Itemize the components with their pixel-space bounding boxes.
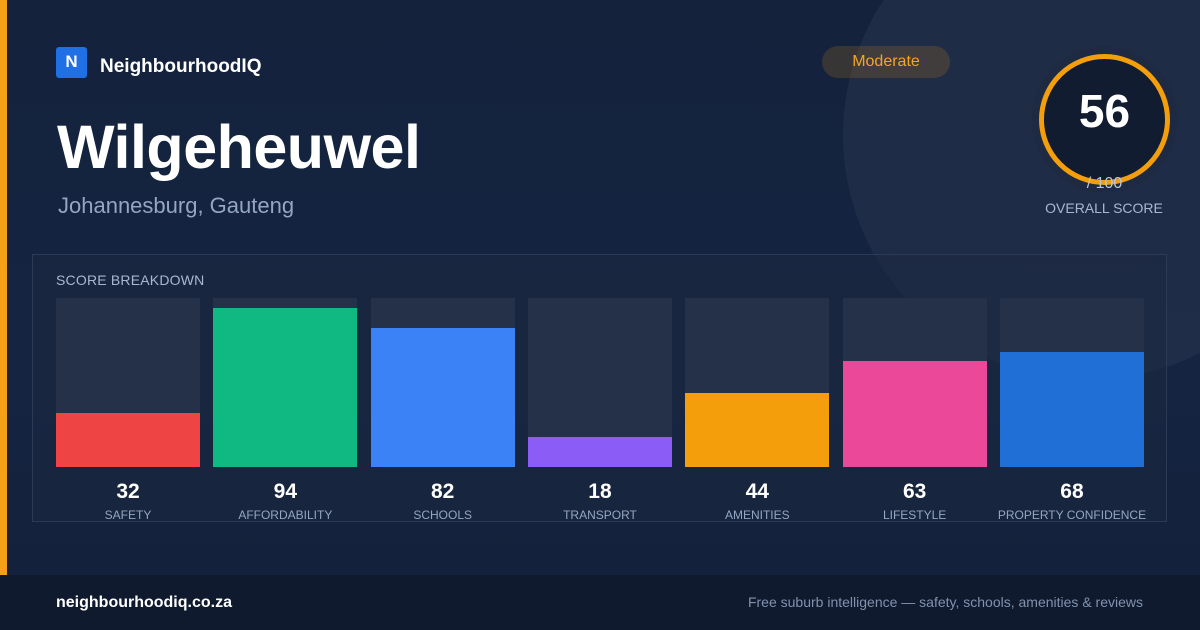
rating-badge: Moderate (822, 46, 950, 78)
bar-value-label: 68 (1060, 480, 1084, 503)
bar-group-lifestyle: 63 LIFESTYLE (842, 298, 987, 522)
bar-group-schools: 82 SCHOOLS (370, 298, 515, 522)
bar-track (999, 298, 1144, 467)
bar-track (56, 298, 200, 467)
score-breakdown-chart: 32 SAFETY 94 AFFORDABILITY 82 SCHOOLS 18 TRANSP… (56, 298, 1146, 522)
bar-group-property-confidence: 68 PROPERTY CONFIDENCE (998, 298, 1146, 522)
bar-track (842, 298, 987, 467)
suburb-title: Wilgeheuwel (57, 113, 421, 181)
bar-value-label: 32 (116, 480, 140, 503)
score-breakdown-title: SCORE BREAKDOWN (56, 272, 205, 288)
bar-track (527, 298, 672, 467)
bar-value-label: 94 (273, 480, 297, 503)
footer: neighbourhoodiq.co.za Free suburb intell… (0, 575, 1200, 630)
bar-track (213, 298, 358, 467)
brand[interactable]: N NeighbourhoodIQ (56, 46, 261, 78)
bar-affordability (213, 308, 358, 467)
bar-group-safety: 32 SAFETY (56, 298, 200, 522)
bar-value-label: 18 (588, 480, 612, 503)
score-ring-arc (1039, 54, 1170, 185)
bar-lifestyle (842, 360, 987, 467)
bar-category-label: LIFESTYLE (882, 508, 947, 522)
accent-stripe (0, 0, 7, 575)
bar-category-label: AMENITIES (724, 508, 790, 522)
bar-group-amenities: 44 AMENITIES (685, 298, 830, 522)
bar-transport (527, 436, 672, 467)
bar-group-transport: 18 TRANSPORT (527, 298, 672, 522)
bar-value-label: 82 (430, 480, 455, 503)
bar-category-label: TRANSPORT (563, 508, 637, 522)
footer-tagline: Free suburb intelligence — safety, schoo… (747, 594, 1143, 610)
bar-property-confidence (999, 352, 1144, 467)
brand-logo-icon: N (56, 46, 87, 78)
bar-track (370, 298, 515, 467)
overall-score-ring: 56 / 100 (1027, 42, 1182, 197)
bar-group-affordability: 94 AFFORDABILITY (213, 298, 358, 522)
suburb-location: Johannesburg, Gauteng (58, 193, 295, 218)
footer-domain-link[interactable]: neighbourhoodiq.co.za (56, 594, 232, 611)
brand-name: NeighbourhoodIQ (100, 56, 262, 77)
bar-amenities (685, 392, 830, 467)
bar-category-label: SCHOOLS (413, 508, 472, 522)
bar-category-label: PROPERTY CONFIDENCE (997, 508, 1147, 522)
overall-score-max: / 100 (1086, 175, 1123, 192)
overall-score-label: OVERALL SCORE (1045, 200, 1163, 216)
bar-category-label: SAFETY (104, 508, 152, 522)
bar-schools (370, 328, 515, 467)
score-breakdown-panel: SCORE BREAKDOWN 32 SAFETY 94 AFFORDABILITY 8… (32, 254, 1167, 522)
bar-track (685, 298, 830, 467)
bar-value-label: 44 (745, 480, 769, 503)
score-ring-graphic (1031, 46, 1178, 193)
overall-score-value: 56 (1078, 85, 1131, 137)
bar-value-label: 63 (902, 480, 927, 503)
bar-safety (56, 412, 200, 467)
bar-category-label: AFFORDABILITY (238, 508, 333, 522)
